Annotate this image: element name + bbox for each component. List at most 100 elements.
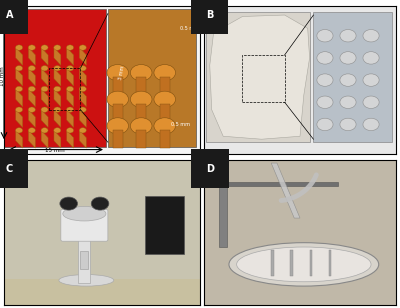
Circle shape xyxy=(54,107,61,112)
Circle shape xyxy=(79,128,86,133)
Bar xyxy=(219,163,227,247)
Circle shape xyxy=(54,86,61,91)
Polygon shape xyxy=(16,47,23,65)
Circle shape xyxy=(28,86,35,91)
Circle shape xyxy=(340,96,356,108)
Circle shape xyxy=(41,45,48,50)
Circle shape xyxy=(66,128,74,133)
Circle shape xyxy=(363,52,379,64)
Polygon shape xyxy=(80,68,86,86)
Circle shape xyxy=(54,45,61,50)
Circle shape xyxy=(107,65,128,81)
Bar xyxy=(329,250,331,276)
Bar xyxy=(78,218,90,283)
Polygon shape xyxy=(67,130,74,148)
Circle shape xyxy=(154,91,176,107)
Bar xyxy=(4,160,200,279)
Circle shape xyxy=(363,74,379,86)
Polygon shape xyxy=(80,47,86,65)
Circle shape xyxy=(130,118,152,134)
Polygon shape xyxy=(54,68,61,86)
Bar xyxy=(4,9,106,147)
Circle shape xyxy=(317,30,333,42)
Polygon shape xyxy=(28,130,35,148)
Circle shape xyxy=(154,65,176,81)
Bar xyxy=(49,68,80,110)
Polygon shape xyxy=(210,15,310,139)
Polygon shape xyxy=(54,110,61,128)
Circle shape xyxy=(363,30,379,42)
Polygon shape xyxy=(16,89,23,107)
Text: 0.5 mm: 0.5 mm xyxy=(170,122,190,127)
Polygon shape xyxy=(28,68,35,86)
Circle shape xyxy=(340,74,356,86)
Circle shape xyxy=(340,30,356,42)
Circle shape xyxy=(16,45,23,50)
Bar xyxy=(136,77,146,95)
FancyBboxPatch shape xyxy=(61,209,108,241)
Bar xyxy=(206,12,310,142)
Circle shape xyxy=(66,66,74,71)
Circle shape xyxy=(340,52,356,64)
Circle shape xyxy=(79,107,86,112)
Bar xyxy=(214,182,338,186)
Polygon shape xyxy=(271,163,300,218)
Circle shape xyxy=(340,118,356,131)
Polygon shape xyxy=(28,110,35,128)
Text: 15 mm: 15 mm xyxy=(45,148,65,152)
Polygon shape xyxy=(80,130,86,148)
Circle shape xyxy=(28,45,35,50)
Polygon shape xyxy=(67,110,74,128)
Bar xyxy=(80,251,88,269)
Bar xyxy=(136,104,146,121)
Bar xyxy=(160,104,170,121)
Polygon shape xyxy=(67,47,74,65)
Circle shape xyxy=(91,197,109,210)
Circle shape xyxy=(317,52,333,64)
Polygon shape xyxy=(41,68,48,86)
Polygon shape xyxy=(67,89,74,107)
Text: 0.5 mm: 0.5 mm xyxy=(180,26,199,31)
Bar xyxy=(113,77,122,95)
Polygon shape xyxy=(41,47,48,65)
Circle shape xyxy=(16,86,23,91)
Bar xyxy=(242,55,285,102)
Ellipse shape xyxy=(229,243,379,286)
Circle shape xyxy=(60,197,78,210)
Polygon shape xyxy=(54,130,61,148)
Circle shape xyxy=(28,66,35,71)
Circle shape xyxy=(16,128,23,133)
Circle shape xyxy=(28,128,35,133)
Bar xyxy=(4,279,200,305)
Circle shape xyxy=(317,96,333,108)
Bar xyxy=(290,250,293,276)
Polygon shape xyxy=(41,130,48,148)
Circle shape xyxy=(79,86,86,91)
Circle shape xyxy=(79,66,86,71)
Text: B: B xyxy=(206,10,213,20)
Circle shape xyxy=(363,118,379,131)
Ellipse shape xyxy=(237,247,371,282)
Circle shape xyxy=(66,107,74,112)
Polygon shape xyxy=(16,68,23,86)
Polygon shape xyxy=(16,110,23,128)
Circle shape xyxy=(317,118,333,131)
Circle shape xyxy=(41,86,48,91)
Polygon shape xyxy=(16,130,23,148)
Bar xyxy=(310,250,312,276)
Circle shape xyxy=(41,66,48,71)
Text: A: A xyxy=(6,10,14,20)
Bar xyxy=(136,130,146,148)
Bar xyxy=(160,130,170,148)
Circle shape xyxy=(317,74,333,86)
Text: C: C xyxy=(6,164,13,174)
Circle shape xyxy=(79,45,86,50)
Bar xyxy=(271,250,274,276)
Ellipse shape xyxy=(59,274,114,286)
Text: D: D xyxy=(206,164,214,174)
Bar xyxy=(108,9,196,147)
Text: 10 mm: 10 mm xyxy=(0,66,4,86)
Circle shape xyxy=(54,66,61,71)
Bar xyxy=(113,104,122,121)
Circle shape xyxy=(41,107,48,112)
